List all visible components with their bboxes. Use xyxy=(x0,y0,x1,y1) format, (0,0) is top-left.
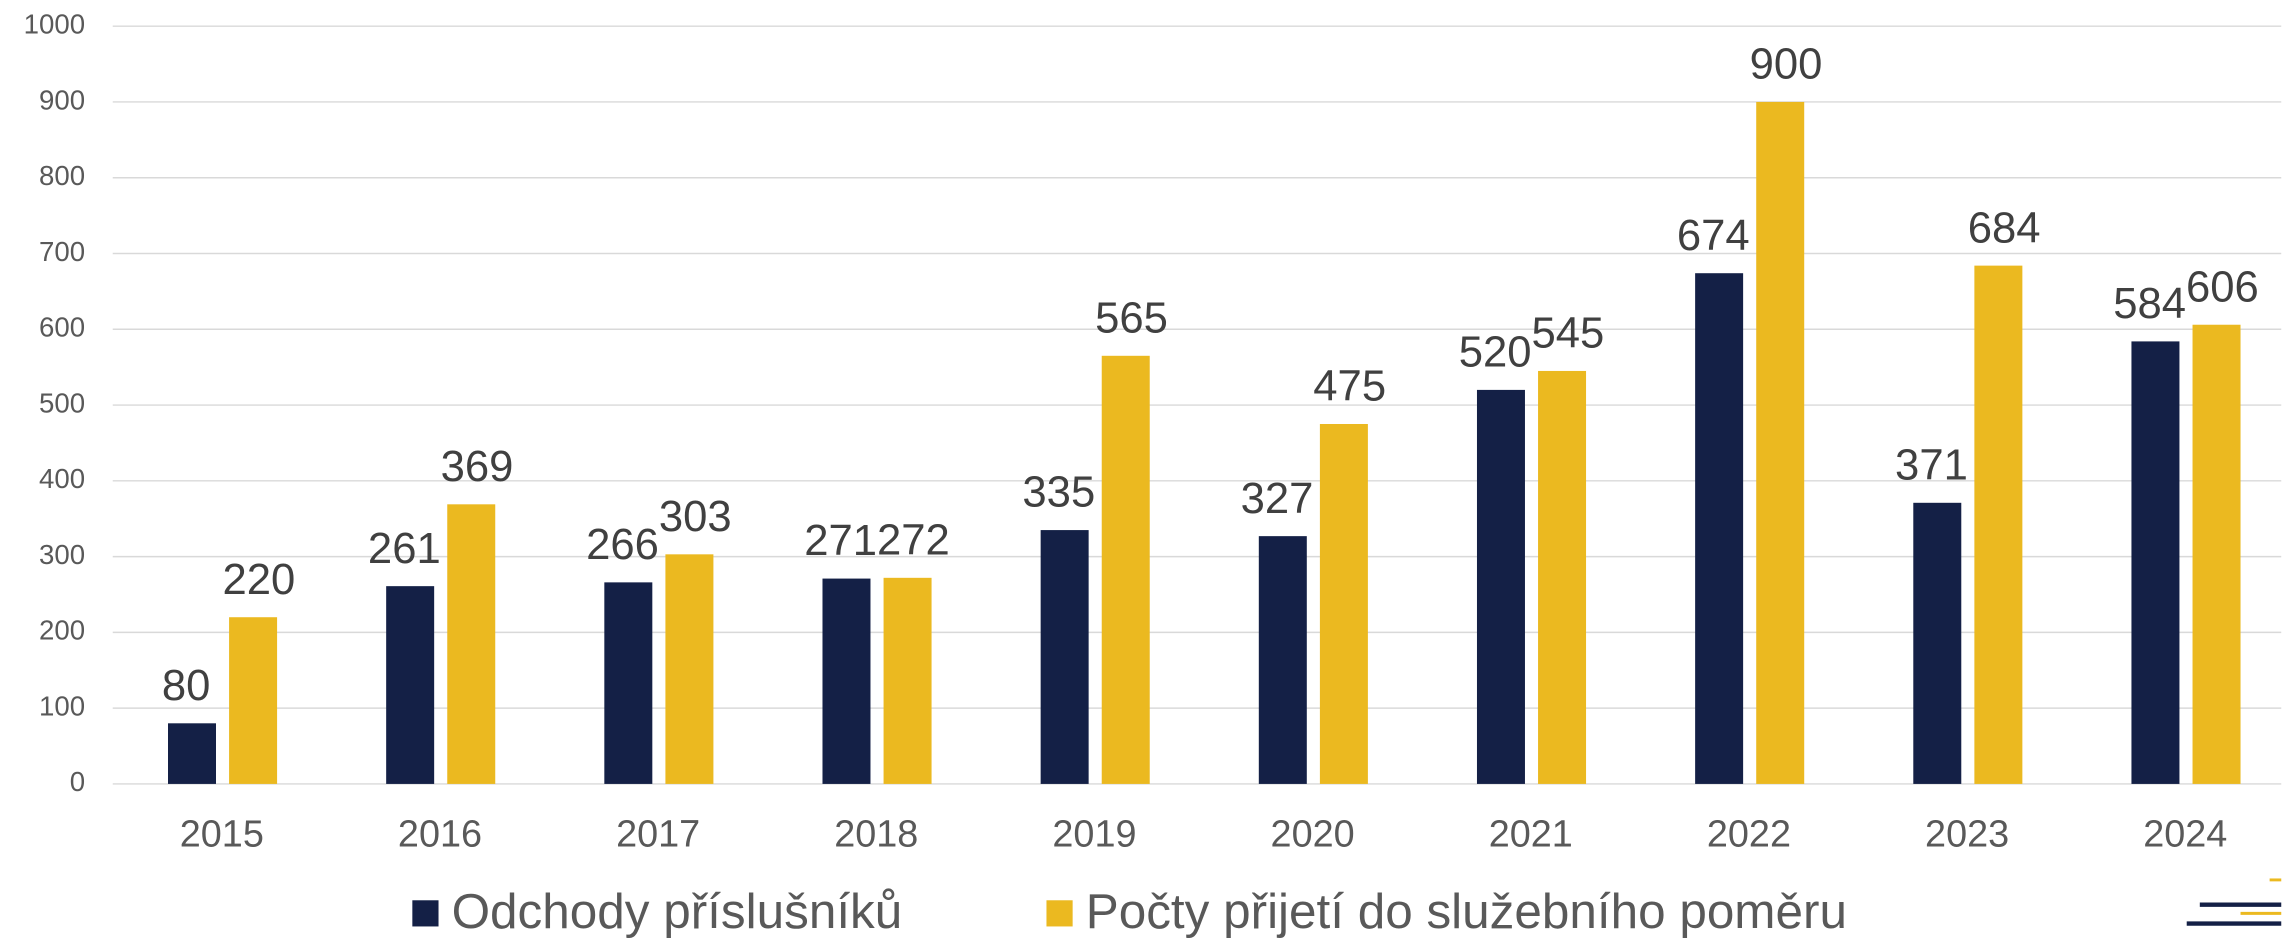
data-label: 261 xyxy=(368,525,441,573)
y-tick-label: 900 xyxy=(39,84,85,115)
data-label: 271 xyxy=(804,517,877,565)
bar xyxy=(604,582,653,784)
bar xyxy=(1040,530,1089,784)
data-label: 545 xyxy=(1531,310,1604,358)
y-tick-label: 200 xyxy=(39,615,85,646)
data-label: 369 xyxy=(441,443,514,491)
bar xyxy=(1476,389,1525,784)
bar xyxy=(447,504,496,784)
x-tick-label: 2015 xyxy=(180,813,264,855)
legend-swatch xyxy=(412,900,439,927)
data-label: 371 xyxy=(1895,441,1968,489)
legend-swatch xyxy=(1046,900,1073,927)
data-label: 220 xyxy=(223,556,296,604)
bar xyxy=(1913,502,1962,784)
legend-label: Počty přijetí do služebního poměru xyxy=(1086,884,1847,939)
x-tick-label: 2019 xyxy=(1052,813,1136,855)
data-label: 266 xyxy=(586,521,659,569)
bar xyxy=(1258,536,1307,784)
data-label: 684 xyxy=(1968,204,2041,252)
y-tick-label: 500 xyxy=(39,387,85,418)
data-label: 674 xyxy=(1677,212,1750,260)
x-tick-label: 2022 xyxy=(1707,813,1791,855)
bar xyxy=(1756,101,1805,784)
data-label: 520 xyxy=(1459,329,1532,377)
y-tick-label: 300 xyxy=(39,539,85,570)
x-tick-label: 2016 xyxy=(398,813,482,855)
bar xyxy=(1538,370,1587,784)
legend-label: Odchody příslušníků xyxy=(452,884,903,939)
bar xyxy=(2192,324,2241,784)
data-label: 80 xyxy=(162,662,211,710)
y-tick-label: 600 xyxy=(39,312,85,343)
x-tick-label: 2017 xyxy=(616,813,700,855)
y-tick-label: 100 xyxy=(39,690,85,721)
data-label: 475 xyxy=(1313,363,1386,411)
x-tick-label: 2024 xyxy=(2143,813,2227,855)
y-tick-label: 700 xyxy=(39,236,85,267)
bar xyxy=(386,586,435,784)
x-tick-label: 2021 xyxy=(1489,813,1573,855)
y-tick-label: 400 xyxy=(39,463,85,494)
bar xyxy=(822,578,871,784)
bar xyxy=(1319,423,1368,784)
data-label: 565 xyxy=(1095,294,1168,342)
data-label: 303 xyxy=(659,493,732,541)
bar xyxy=(229,617,278,784)
x-tick-label: 2023 xyxy=(1925,813,2009,855)
x-tick-label: 2020 xyxy=(1271,813,1355,855)
y-tick-label: 0 xyxy=(70,766,85,797)
bar xyxy=(1101,355,1150,784)
data-label: 900 xyxy=(1750,41,1823,89)
bar xyxy=(1695,273,1744,784)
data-label: 272 xyxy=(877,516,950,564)
y-tick-label: 1000 xyxy=(24,8,85,39)
data-label: 327 xyxy=(1241,475,1314,523)
logo xyxy=(2186,878,2282,926)
bar xyxy=(168,723,216,784)
bar xyxy=(665,554,714,784)
bar xyxy=(1974,265,2023,784)
y-tick-label: 800 xyxy=(39,160,85,191)
x-tick-label: 2018 xyxy=(834,813,918,855)
data-label: 335 xyxy=(1022,469,1095,517)
bar xyxy=(2131,341,2180,784)
data-label: 606 xyxy=(2186,263,2259,311)
bar xyxy=(883,577,932,784)
data-label: 584 xyxy=(2113,280,2186,328)
